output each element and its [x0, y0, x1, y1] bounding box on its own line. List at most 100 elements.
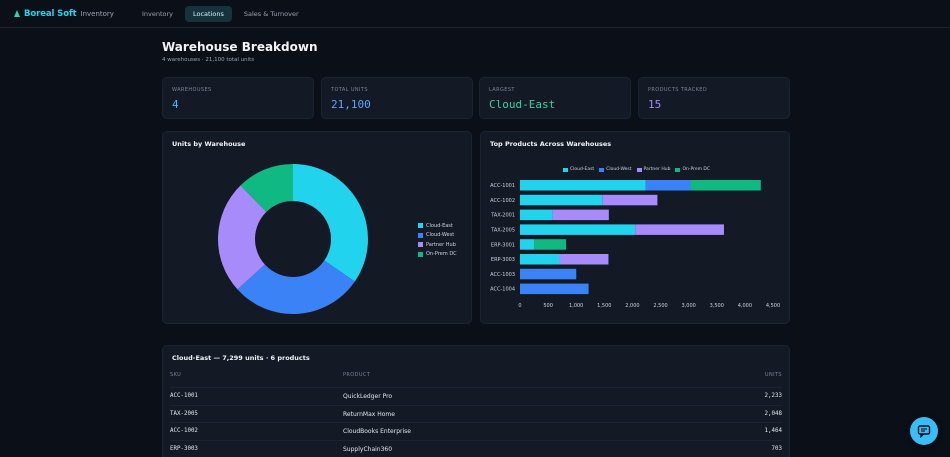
cell-sku: ERP-3003 — [170, 445, 198, 452]
bar-segment[interactable] — [534, 239, 567, 250]
x-tick-label: 500 — [543, 303, 553, 309]
stat-card-warehouses: WAREHOUSES 4 — [162, 77, 314, 119]
bar-segment[interactable] — [559, 254, 609, 265]
top-products-panel: Top Products Across Warehouses Cloud-Eas… — [480, 131, 790, 324]
cell-units: 2,048 — [764, 410, 782, 417]
bar-segment[interactable] — [520, 283, 589, 295]
table-title: Cloud-East — 7,299 units · 6 products — [172, 354, 310, 362]
column-header-units: UNITS — [764, 372, 782, 378]
chat-icon — [917, 425, 931, 438]
bar-segment[interactable] — [552, 209, 609, 221]
bar-segment[interactable] — [602, 194, 658, 206]
panel-title: Top Products Across Warehouses — [490, 140, 612, 148]
stat-value: Cloud-East — [489, 98, 556, 111]
page-title: Warehouse Breakdown — [162, 40, 318, 54]
cell-sku: TAX-2005 — [170, 410, 198, 417]
column-header-sku: SKU — [170, 372, 182, 378]
top-nav-bar: Boreal Soft Inventory Inventory Location… — [0, 0, 950, 28]
legend-item: Cloud-East — [563, 167, 594, 172]
x-tick-label: 1,500 — [597, 303, 611, 309]
x-tick-label: 3,000 — [682, 303, 696, 309]
bar-segment[interactable] — [645, 180, 691, 191]
legend-swatch — [418, 242, 423, 248]
bar-segment[interactable] — [520, 209, 553, 221]
cell-sku: ACC-1002 — [170, 428, 198, 434]
table-row[interactable]: ACC-1002 CloudBooks Enterprise 1,464 — [170, 422, 782, 440]
tab-locations[interactable]: Locations — [185, 5, 232, 22]
cell-units: 1,464 — [764, 428, 782, 434]
bar-segment[interactable] — [520, 180, 646, 191]
table-header: SKU PRODUCT UNITS — [170, 372, 782, 386]
bar-segment[interactable] — [520, 194, 603, 206]
x-tick-label: 1,000 — [569, 303, 583, 309]
bar-segment[interactable] — [520, 239, 535, 250]
legend-swatch — [418, 251, 423, 257]
legend-label: Cloud-West — [426, 232, 455, 239]
stat-value: 21,100 — [331, 98, 371, 111]
x-tick-label: 4,500 — [766, 303, 780, 309]
y-tick-label: ACC-1002 — [490, 198, 515, 204]
legend-item: Cloud-East — [418, 221, 457, 231]
y-tick-label: TAX-2005 — [490, 227, 515, 233]
bar-segment[interactable] — [690, 180, 761, 191]
legend-item: Cloud-West — [599, 167, 632, 172]
legend-label: Partner Hub — [643, 167, 671, 172]
warehouse-detail-table: Cloud-East — 7,299 units · 6 products SK… — [162, 345, 790, 457]
bar-segment[interactable] — [635, 224, 724, 235]
bar-segment[interactable] — [520, 224, 636, 235]
stat-card-products-tracked: PRODUCTS TRACKED 15 — [638, 77, 790, 119]
donut-slice[interactable] — [240, 164, 293, 212]
page-subtitle: 4 warehouses · 21,100 total units — [162, 57, 255, 63]
stat-value: 4 — [172, 98, 179, 111]
chat-button[interactable] — [910, 417, 938, 445]
stat-label: LARGEST — [489, 87, 515, 93]
legend-label: Cloud-West — [606, 167, 632, 172]
legend-item: Cloud-West — [418, 231, 457, 241]
donut-legend: Cloud-East Cloud-West Partner Hub On-Pre… — [418, 221, 457, 259]
legend-label: Partner Hub — [426, 241, 456, 248]
tab-sales-turnover[interactable]: Sales & Turnover — [243, 9, 299, 18]
column-header-product: PRODUCT — [343, 372, 371, 378]
y-tick-label: ACC-1003 — [490, 272, 515, 278]
table-row[interactable]: TAX-2005 ReturnMax Home 2,048 — [170, 404, 782, 423]
legend-label: On-Prem DC — [682, 167, 711, 172]
legend-swatch — [418, 223, 423, 229]
donut-slice[interactable] — [237, 260, 355, 314]
donut-slice[interactable] — [218, 185, 267, 290]
stacked-bar-chart: ACC-1001 ACC-1002 TAX-2001 TAX-2005 ERP-3001… — [490, 180, 780, 309]
legend-label: Cloud-East — [570, 167, 595, 172]
units-by-warehouse-panel: Units by Warehouse Cloud-East Cloud-West… — [162, 131, 472, 324]
x-tick-label: 2,500 — [653, 303, 667, 309]
cell-units: 703 — [771, 445, 782, 452]
brand-name: Boreal Soft — [24, 8, 77, 19]
legend-item: Partner Hub — [636, 167, 671, 172]
bar-legend: Cloud-East Cloud-West Partner Hub On-Pre… — [563, 167, 715, 172]
y-tick-label: ACC-1004 — [490, 287, 515, 293]
cell-product: ReturnMax Home — [343, 410, 395, 418]
bar-segment[interactable] — [520, 254, 560, 265]
x-tick-label: 2,000 — [625, 303, 639, 309]
table-row[interactable]: ERP-3003 SupplyChain360 703 — [170, 439, 782, 457]
x-tick-label: 3,500 — [710, 303, 724, 309]
legend-swatch — [418, 232, 423, 238]
legend-label: On-Prem DC — [426, 251, 457, 258]
cell-product: QuickLedger Pro — [343, 393, 393, 400]
cell-product: SupplyChain360 — [343, 445, 393, 453]
stat-card-largest: LARGEST Cloud-East — [479, 77, 631, 119]
table-row[interactable]: ACC-1001 QuickLedger Pro 2,233 — [170, 387, 782, 405]
stat-label: PRODUCTS TRACKED — [648, 87, 708, 93]
donut-slice[interactable] — [293, 164, 368, 282]
x-tick-label: 4,000 — [738, 303, 752, 309]
bar-segment[interactable] — [520, 268, 577, 280]
y-tick-label: ERP-3001 — [491, 242, 515, 248]
tab-inventory[interactable]: Inventory — [141, 9, 173, 18]
legend-label: Cloud-East — [426, 222, 453, 229]
cell-units: 2,233 — [764, 393, 782, 399]
logo-icon — [14, 10, 20, 17]
stat-card-total-units: TOTAL UNITS 21,100 — [321, 77, 473, 119]
legend-swatch — [636, 167, 642, 172]
nav-tabs: Inventory Locations Sales & Turnover — [134, 5, 311, 22]
stat-value: 15 — [648, 98, 662, 111]
brand[interactable]: Boreal Soft Inventory — [14, 9, 114, 19]
donut-chart — [218, 164, 368, 314]
